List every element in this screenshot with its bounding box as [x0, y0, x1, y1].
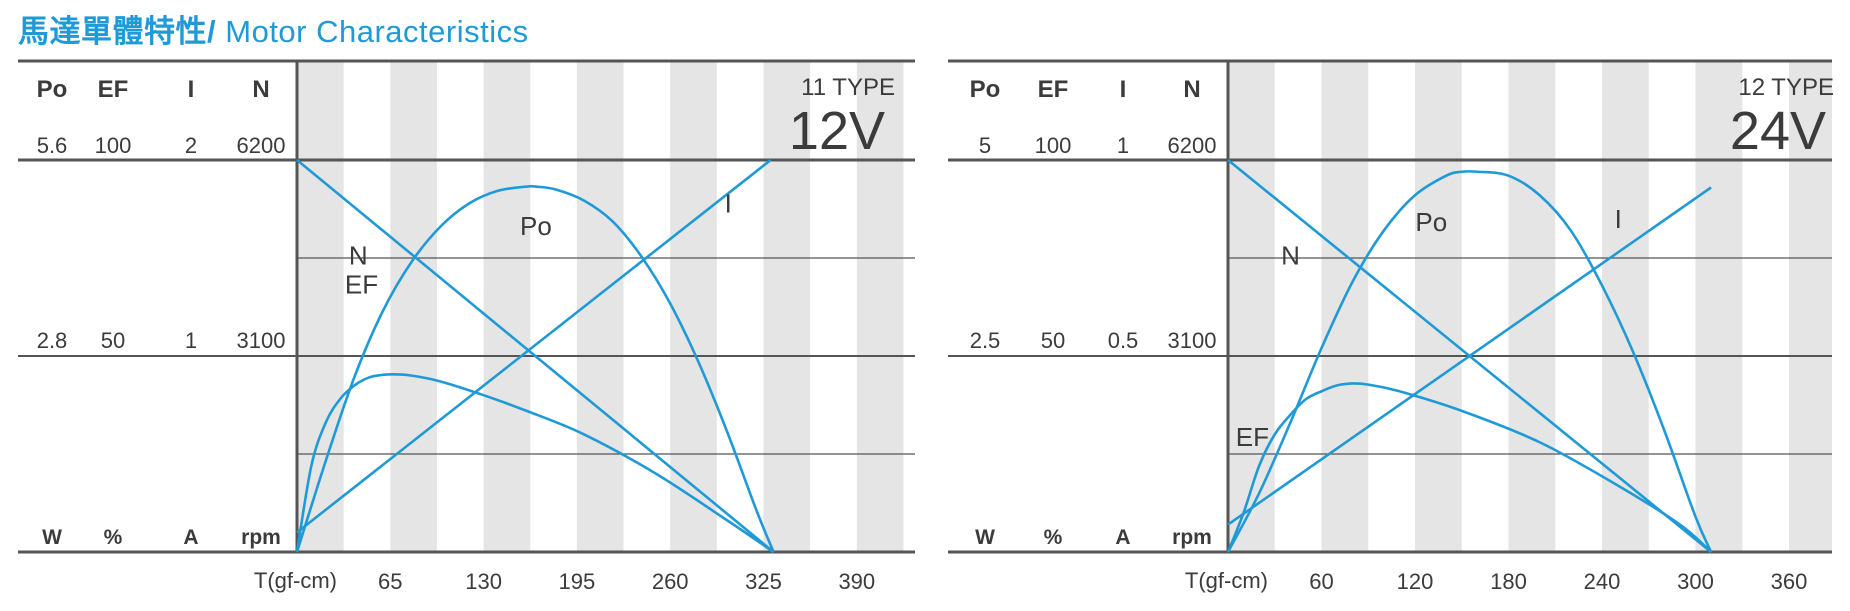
- axis-header-n: N: [1183, 76, 1200, 103]
- x-tick-label: 195: [559, 569, 596, 594]
- axis-mid-value-i: 0.5: [1108, 328, 1139, 353]
- series-label-n: N: [1281, 241, 1300, 271]
- axis-mid-value-po: 2.8: [37, 328, 68, 353]
- x-tick-label: 390: [838, 569, 875, 594]
- axis-max-value-i: 1: [1117, 133, 1129, 158]
- axis-mid-value-i: 1: [185, 328, 197, 353]
- grid-stripe: [1508, 61, 1556, 552]
- axis-header-n: N: [252, 76, 269, 103]
- grid-stripe: [670, 61, 717, 552]
- axis-header-po: Po: [970, 76, 1001, 103]
- grid-stripe: [297, 61, 344, 552]
- series-label-i: I: [725, 188, 732, 218]
- x-tick-label: 360: [1771, 569, 1808, 594]
- x-tick-label: 260: [652, 569, 689, 594]
- axis-mid-value-n: 3100: [237, 328, 286, 353]
- axis-mid-value-po: 2.5: [970, 328, 1001, 353]
- x-axis-label: T(gf-cm): [254, 568, 337, 593]
- series-label-po: Po: [1415, 207, 1447, 237]
- x-tick-label: 130: [465, 569, 502, 594]
- series-label-n: N: [349, 241, 368, 271]
- axis-max-value-n: 6200: [237, 133, 286, 158]
- axis-max-value-ef: 100: [1035, 133, 1072, 158]
- motor-type-label: 11 TYPE: [801, 74, 895, 101]
- axis-max-value-po: 5: [979, 133, 991, 158]
- grid-stripe: [1789, 61, 1832, 552]
- grid-stripe: [1321, 61, 1369, 552]
- axis-mid-value-ef: 50: [101, 328, 125, 353]
- axis-header-po: Po: [37, 76, 68, 103]
- series-label-po: Po: [520, 211, 552, 241]
- x-tick-label: 300: [1677, 569, 1714, 594]
- grid-stripe: [763, 61, 811, 552]
- page-title: 馬達單體特性/ Motor Characteristics: [18, 6, 529, 51]
- grid-stripe: [1228, 61, 1275, 552]
- motor-type-label: 12 TYPE: [1738, 74, 1834, 101]
- series-line-po: [1226, 169, 1713, 553]
- x-tick-label: 325: [745, 569, 782, 594]
- axis-unit-i: A: [183, 526, 198, 549]
- axis-mid-value-ef: 50: [1041, 328, 1065, 353]
- series-label-ef: EF: [345, 269, 378, 299]
- axis-max-value-n: 6200: [1168, 133, 1217, 158]
- axis-header-i: I: [188, 76, 195, 103]
- series-line-n: [296, 158, 775, 554]
- chart-panel-2: Po 5 2.5 W EF 100 50% I 1 0.5 A N 6200 3100 rpm 12 TYPE…: [948, 59, 1834, 594]
- axis-unit-n: rpm: [241, 526, 281, 549]
- axis-unit-i: A: [1115, 526, 1130, 549]
- axis-header-i: I: [1120, 76, 1127, 103]
- x-tick-label: 120: [1397, 569, 1434, 594]
- axis-unit-po: W: [42, 526, 62, 549]
- grid-stripe: [1695, 61, 1743, 552]
- axis-unit-ef: %: [1044, 526, 1063, 549]
- axis-max-value-i: 2: [185, 133, 197, 158]
- x-tick-label: 240: [1584, 569, 1621, 594]
- chart-panel-1: Po 5.6 2.8 W EF 100 50% I 2 1 A N 6200 3100 rpm 11 TYPE…: [18, 59, 915, 594]
- voltage-label: 24V: [1730, 101, 1826, 161]
- x-axis-label: T(gf-cm): [1185, 568, 1268, 593]
- grid-stripe: [856, 61, 904, 552]
- grid-stripe: [1415, 61, 1462, 552]
- series-label-i: I: [1615, 204, 1622, 234]
- axis-max-value-ef: 100: [95, 133, 132, 158]
- axis-header-ef: EF: [1038, 76, 1069, 103]
- voltage-label: 12V: [789, 101, 885, 161]
- axis-unit-n: rpm: [1172, 526, 1212, 549]
- x-tick-label: 65: [378, 569, 402, 594]
- series-line-po: [295, 184, 775, 553]
- grid-stripe: [483, 61, 531, 552]
- series-line-ef: [1226, 382, 1712, 553]
- series-line-i: [1227, 186, 1712, 526]
- page-title-en: Motor Characteristics: [225, 14, 529, 49]
- series-line-i: [296, 158, 772, 534]
- grid-stripe: [390, 61, 437, 552]
- x-tick-label: 60: [1309, 569, 1333, 594]
- axis-max-value-po: 5.6: [37, 133, 68, 158]
- axis-unit-po: W: [975, 526, 995, 549]
- series-label-ef: EF: [1236, 422, 1269, 452]
- x-tick-label: 180: [1490, 569, 1527, 594]
- axis-mid-value-n: 3100: [1168, 328, 1217, 353]
- axis-unit-ef: %: [104, 526, 123, 549]
- series-line-ef: [295, 373, 775, 554]
- page-title-zh: 馬達單體特性/: [18, 14, 217, 49]
- grid-stripe: [1602, 61, 1649, 552]
- axis-header-ef: EF: [98, 76, 129, 103]
